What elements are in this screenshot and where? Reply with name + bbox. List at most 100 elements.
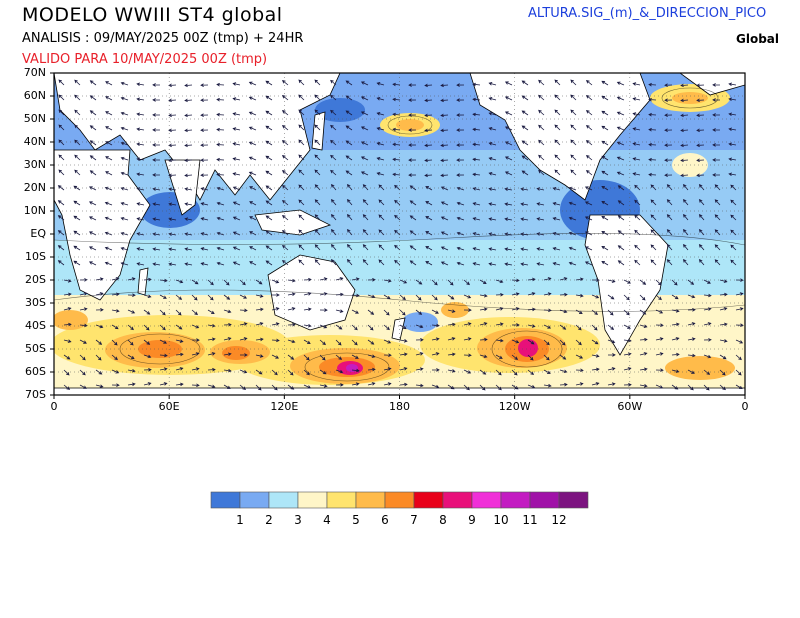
direction-arrow: [152, 113, 161, 117]
direction-arrow: [680, 83, 689, 88]
direction-arrow: [538, 109, 545, 116]
direction-arrow: [682, 199, 689, 206]
direction-arrow: [687, 337, 696, 341]
direction-arrow: [601, 170, 609, 176]
direction-arrow: [591, 367, 600, 372]
direction-arrow: [360, 96, 369, 101]
direction-arrow: [521, 80, 529, 86]
direction-arrow: [74, 169, 81, 176]
direction-arrow: [543, 339, 550, 346]
direction-arrow: [314, 94, 321, 101]
direction-arrow: [472, 142, 481, 147]
direction-arrow: [111, 309, 120, 313]
direction-arrow: [239, 384, 247, 391]
direction-arrow: [634, 184, 641, 191]
direction-arrow: [585, 124, 593, 131]
direction-arrow: [120, 217, 129, 221]
direction-arrow: [63, 384, 71, 390]
direction-arrow: [184, 173, 193, 178]
direction-arrow: [394, 184, 401, 191]
direction-arrow: [105, 171, 113, 176]
direction-arrow: [488, 112, 497, 116]
analysis-time: ANALISIS : 09/MAY/2025 00Z (tmp) + 24HR: [22, 31, 304, 46]
direction-arrow: [271, 384, 278, 391]
direction-arrow: [191, 324, 200, 329]
direction-arrow: [570, 154, 577, 161]
direction-arrow: [383, 324, 390, 331]
direction-arrow: [89, 110, 97, 116]
direction-arrow: [319, 277, 328, 281]
direction-arrow: [232, 142, 241, 146]
direction-arrow: [143, 277, 152, 282]
direction-arrow: [601, 230, 609, 236]
direction-arrow: [63, 354, 71, 360]
direction-arrow: [520, 187, 529, 191]
direction-arrow: [488, 172, 497, 176]
colorbar-swatch: [326, 491, 357, 509]
direction-arrow: [584, 216, 593, 221]
direction-arrow: [607, 294, 615, 300]
lat-label: 70N: [23, 66, 46, 79]
direction-arrow: [735, 307, 744, 311]
direction-arrow: [232, 157, 241, 161]
direction-arrow: [552, 202, 561, 206]
direction-arrow: [584, 246, 593, 251]
direction-arrow: [136, 142, 145, 147]
direction-arrow: [601, 155, 609, 161]
direction-arrow: [111, 383, 120, 387]
direction-arrow: [351, 382, 360, 386]
wave-direction-arrows: [57, 79, 744, 391]
direction-arrow: [255, 279, 263, 285]
direction-arrow: [536, 202, 545, 206]
direction-arrow: [95, 308, 104, 312]
direction-arrow: [664, 83, 673, 87]
direction-arrow: [616, 156, 625, 161]
direction-arrow: [703, 307, 712, 311]
direction-arrow: [664, 143, 673, 147]
direction-arrow: [120, 111, 129, 116]
direction-arrow: [730, 259, 737, 266]
direction-arrow: [360, 126, 369, 131]
direction-arrow: [168, 158, 177, 163]
direction-arrow: [89, 125, 97, 131]
direction-arrow: [591, 354, 600, 358]
direction-arrow: [383, 309, 390, 316]
direction-arrow: [664, 113, 673, 117]
colorbar-swatch: [210, 491, 241, 509]
direction-arrow: [351, 293, 360, 298]
direction-arrow: [175, 352, 184, 357]
direction-arrow: [143, 354, 152, 359]
direction-arrow: [623, 367, 632, 371]
direction-arrow: [520, 262, 529, 266]
direction-arrow: [655, 352, 664, 356]
direction-arrow: [607, 353, 616, 357]
direction-arrow: [648, 157, 657, 162]
direction-arrow: [495, 384, 502, 391]
direction-arrow: [346, 259, 353, 266]
direction-arrow: [314, 139, 321, 146]
direction-arrow: [408, 128, 417, 132]
direction-arrow: [383, 367, 392, 371]
direction-arrow: [639, 384, 648, 388]
direction-arrow: [671, 352, 680, 357]
direction-arrow: [281, 259, 289, 266]
direction-arrow: [335, 324, 343, 330]
direction-arrow: [463, 384, 470, 391]
direction-arrow: [666, 199, 673, 206]
direction-arrow: [472, 112, 481, 117]
direction-arrow: [440, 158, 449, 163]
direction-arrow: [287, 384, 295, 390]
direction-arrow: [136, 262, 145, 266]
direction-arrow: [207, 279, 214, 286]
direction-arrow: [703, 293, 712, 298]
direction-arrow: [735, 323, 744, 328]
direction-arrow: [159, 278, 168, 283]
direction-arrow: [601, 215, 609, 221]
direction-arrow: [472, 157, 481, 162]
colorbar-swatch: [529, 491, 560, 509]
direction-arrow: [120, 187, 129, 191]
direction-arrow: [136, 202, 145, 206]
lon-label: 60W: [617, 400, 643, 413]
direction-arrow: [479, 384, 486, 391]
